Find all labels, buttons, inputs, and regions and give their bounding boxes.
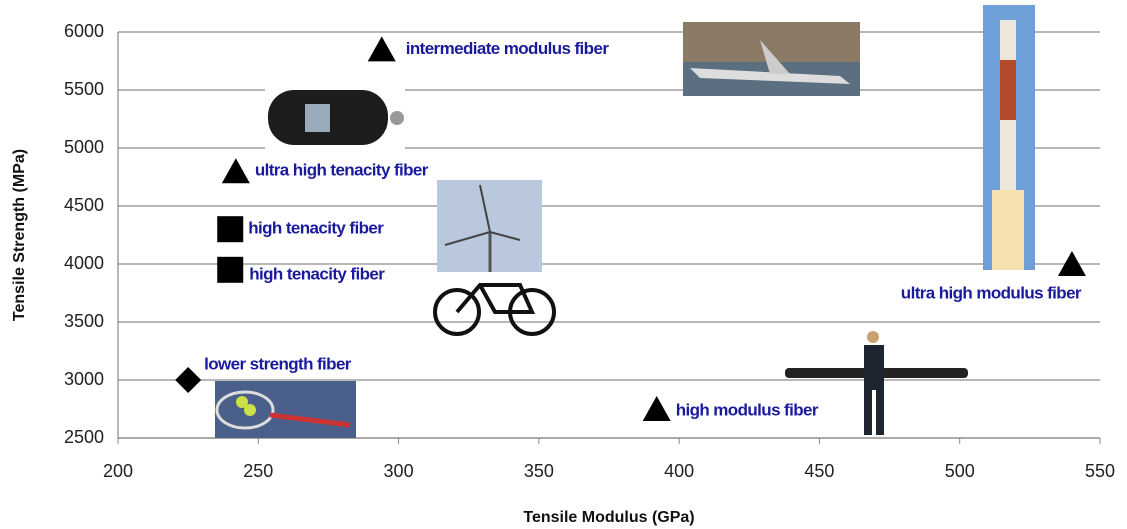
y-tick-label: 5500 xyxy=(64,79,104,99)
y-tick-label: 6000 xyxy=(64,21,104,41)
x-tick-label: 550 xyxy=(1085,461,1115,481)
y-tick-label: 4000 xyxy=(64,253,104,273)
tank-image xyxy=(265,85,405,151)
point-marker xyxy=(642,396,671,421)
illustrations xyxy=(215,5,1035,438)
point-label: ultra high modulus fiber xyxy=(901,283,1082,302)
y-tick-label: 5000 xyxy=(64,137,104,157)
worker-image xyxy=(785,331,968,435)
point-label: high tenacity fiber xyxy=(248,219,384,238)
point-marker xyxy=(175,367,202,393)
y-tick-label: 2500 xyxy=(64,427,104,447)
point-marker xyxy=(1057,251,1086,276)
point-label: intermediate modulus fiber xyxy=(406,39,610,58)
x-tick-label: 500 xyxy=(945,461,975,481)
x-tick-label: 450 xyxy=(804,461,834,481)
point-marker xyxy=(217,256,244,283)
y-tick-label: 3500 xyxy=(64,311,104,331)
x-tick-label: 400 xyxy=(664,461,694,481)
x-tick-label: 200 xyxy=(103,461,133,481)
point-marker xyxy=(217,216,244,243)
y-tick-label: 3000 xyxy=(64,369,104,389)
windmill-image xyxy=(437,180,542,272)
point-marker xyxy=(221,158,250,184)
point-label: high tenacity fiber xyxy=(249,264,385,283)
y-axis-title: Tensile Strength (MPa) xyxy=(11,149,28,321)
point-label: high modulus fiber xyxy=(676,400,819,419)
racket-image xyxy=(215,381,356,438)
point-label: lower strength fiber xyxy=(204,354,352,373)
airplane-image xyxy=(683,22,860,96)
point-label: ultra high tenacity fiber xyxy=(255,161,429,180)
x-tick-label: 300 xyxy=(384,461,414,481)
bicycle-image xyxy=(433,283,556,336)
rocket-image xyxy=(983,5,1035,270)
x-tick-label: 350 xyxy=(524,461,554,481)
x-axis-title: Tensile Modulus (GPa) xyxy=(523,509,694,526)
x-tick-label: 250 xyxy=(243,461,273,481)
y-tick-label: 4500 xyxy=(64,195,104,215)
point-marker xyxy=(367,36,396,62)
